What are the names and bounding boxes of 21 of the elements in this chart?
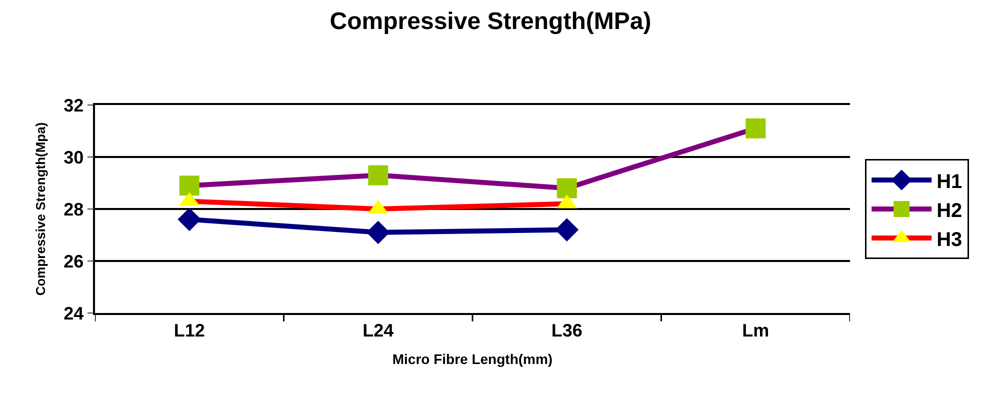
y-tick-label: 32 [64,95,84,116]
y-tick-label: 24 [64,303,84,324]
x-axis-title: Micro Fibre Length(mm) [392,351,553,368]
chart-title: Compressive Strength(MPa) [330,8,652,36]
y-tick-label: 30 [64,147,84,168]
x-tick-label: L24 [362,320,394,340]
y-tick-label: 28 [64,199,84,220]
x-tick-label: L36 [551,320,582,340]
point [366,220,390,244]
x-tick-label: L12 [174,320,205,340]
y-tick-label: 26 [64,251,84,272]
legend-label: H3 [936,228,962,251]
point [368,165,388,186]
x-tick-label: Lm [742,320,770,340]
point [179,176,200,196]
y-axis-title: Compressive Strength(Mpa) [33,122,48,296]
legend-label: H1 [936,170,962,193]
point [746,118,766,138]
legend-label: H2 [936,200,962,222]
point [556,178,577,198]
point [178,208,202,232]
